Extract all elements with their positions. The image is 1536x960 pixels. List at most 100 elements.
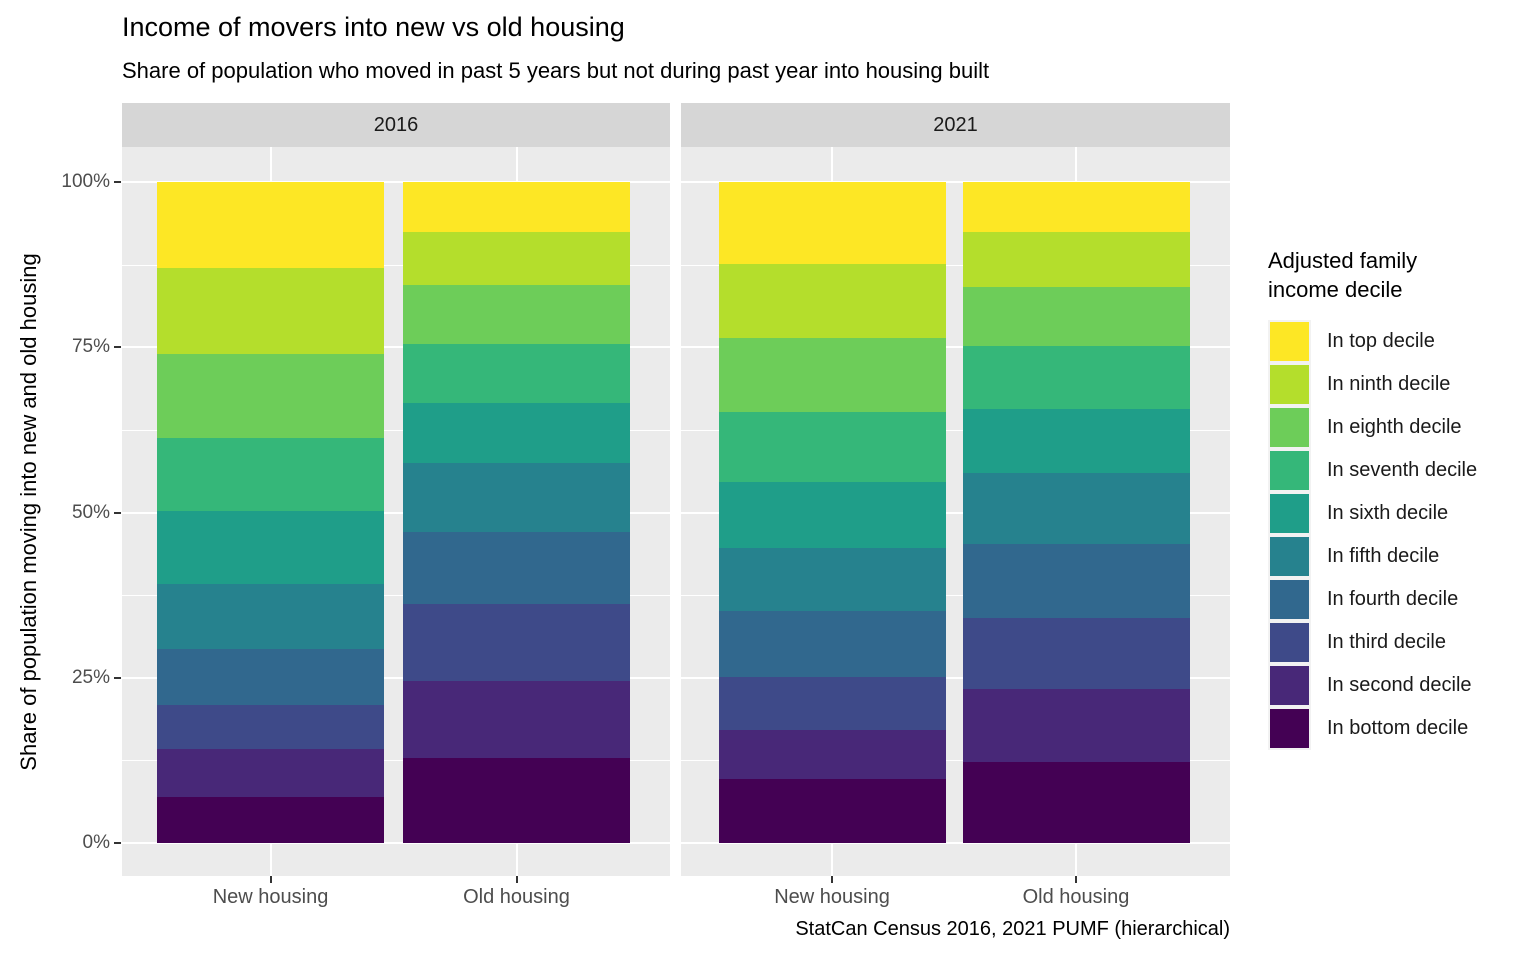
gridline-minor xyxy=(122,595,670,597)
legend-item-label: In ninth decile xyxy=(1327,373,1451,395)
legend-item: In fifth decile xyxy=(1268,535,1534,578)
legend-item-label: In fifth decile xyxy=(1327,545,1440,567)
bar-segment xyxy=(403,285,630,344)
bar-segment xyxy=(962,408,1190,473)
y-tick-label: 100% xyxy=(61,171,110,192)
legend-item-label: In seventh decile xyxy=(1327,459,1478,481)
bar-segment xyxy=(403,232,630,286)
gridline-major xyxy=(122,842,670,844)
bar-segment xyxy=(157,796,384,843)
bar-segment xyxy=(718,548,946,611)
gridline-minor xyxy=(681,760,1230,762)
legend-item: In seventh decile xyxy=(1268,449,1534,492)
bar-segment xyxy=(157,704,384,750)
legend-item-label: In fourth decile xyxy=(1327,588,1459,610)
y-tick-mark xyxy=(114,511,121,514)
chart-title: Income of movers into new vs old housing xyxy=(122,12,625,42)
legend-swatch xyxy=(1268,707,1311,750)
legend-swatch xyxy=(1268,578,1311,621)
bar-segment xyxy=(157,353,384,438)
bar-segment xyxy=(962,182,1190,233)
facet-strip-2021: 2021 xyxy=(681,103,1230,147)
bar-segment xyxy=(403,182,630,233)
facet-strip-2016: 2016 xyxy=(122,103,670,147)
bar-segment xyxy=(157,437,384,512)
gridline-major xyxy=(122,511,670,514)
caption: StatCan Census 2016, 2021 PUMF (hierarch… xyxy=(795,918,1230,940)
bar-segment xyxy=(157,749,384,797)
legend-item: In fourth decile xyxy=(1268,578,1534,621)
y-tick-mark xyxy=(114,676,121,679)
bar-segment xyxy=(962,232,1190,288)
bar-segment xyxy=(718,482,946,549)
bar-segment xyxy=(718,677,946,730)
legend-swatch xyxy=(1268,535,1311,578)
gridline-major xyxy=(681,346,1230,349)
chart-subtitle: Share of population who moved in past 5 … xyxy=(122,58,990,83)
gridline-minor xyxy=(681,429,1230,431)
bar-segment xyxy=(157,182,384,268)
legend-item-label: In top decile xyxy=(1327,330,1435,352)
y-tick-mark xyxy=(114,346,121,349)
legend-swatch xyxy=(1268,320,1311,363)
facet-panel-2021 xyxy=(681,147,1230,876)
bar-segment xyxy=(403,532,630,604)
gridline-minor xyxy=(122,264,670,266)
legend-item: In top decile xyxy=(1268,320,1534,363)
bar-segment xyxy=(157,511,384,584)
gridline-major xyxy=(681,676,1230,679)
gridline-major xyxy=(122,346,670,349)
bar-segment xyxy=(157,267,384,354)
bar-segment xyxy=(718,778,946,843)
legend-item-label: In sixth decile xyxy=(1327,502,1449,524)
gridline-minor xyxy=(681,595,1230,597)
legend-item-label: In bottom decile xyxy=(1327,717,1469,739)
gridline-minor xyxy=(122,429,670,431)
legend-item: In third decile xyxy=(1268,621,1534,664)
x-tick-mark xyxy=(269,876,272,883)
legend-swatch xyxy=(1268,664,1311,707)
gridline-major xyxy=(681,511,1230,514)
legend-title: Adjusted family income decile xyxy=(1268,248,1418,302)
legend-item: In bottom decile xyxy=(1268,707,1534,750)
bar-segment xyxy=(157,583,384,650)
legend-item: In eighth decile xyxy=(1268,406,1534,449)
x-tick-mark xyxy=(1075,876,1077,883)
y-tick-label: 75% xyxy=(71,336,110,358)
y-tick-mark xyxy=(114,842,121,844)
bar-segment xyxy=(962,761,1190,843)
y-tick-label: 25% xyxy=(71,666,110,688)
bar-segment xyxy=(403,462,630,533)
facet-panel-2016 xyxy=(122,147,670,876)
bar-segment xyxy=(962,688,1190,762)
bar-segment xyxy=(962,618,1190,689)
x-tick-mark xyxy=(831,876,833,883)
bar-segment xyxy=(718,182,946,264)
legend: Adjusted family income decile In top dec… xyxy=(1268,246,1534,750)
legend-item: In sixth decile xyxy=(1268,492,1534,535)
legend-swatch xyxy=(1268,621,1311,664)
bar-segment xyxy=(962,544,1190,619)
bar-segment xyxy=(718,337,946,413)
x-tick-label: New housing xyxy=(212,886,329,908)
gridline-major xyxy=(122,676,670,679)
facet-strip-label: 2016 xyxy=(373,113,419,136)
bar-segment xyxy=(403,402,630,463)
legend-item: In second decile xyxy=(1268,664,1534,707)
legend-item-label: In third decile xyxy=(1327,631,1446,653)
gridline-minor xyxy=(681,264,1230,266)
legend-item-label: In second decile xyxy=(1327,674,1472,696)
x-tick-label: Old housing xyxy=(1022,886,1130,908)
y-tick-label: 0% xyxy=(82,832,110,853)
gridline-minor xyxy=(122,760,670,762)
bar-segment xyxy=(403,757,630,843)
bar-segment xyxy=(403,343,630,403)
x-tick-label: Old housing xyxy=(463,886,570,908)
bar-segment xyxy=(157,649,384,705)
legend-items: In top decile In ninth decile In eighth de… xyxy=(1268,320,1534,750)
gridline-major xyxy=(681,842,1230,844)
legend-swatch xyxy=(1268,363,1311,406)
bar-segment xyxy=(962,345,1190,409)
facet-strip-label: 2021 xyxy=(933,113,978,136)
legend-swatch xyxy=(1268,492,1311,535)
